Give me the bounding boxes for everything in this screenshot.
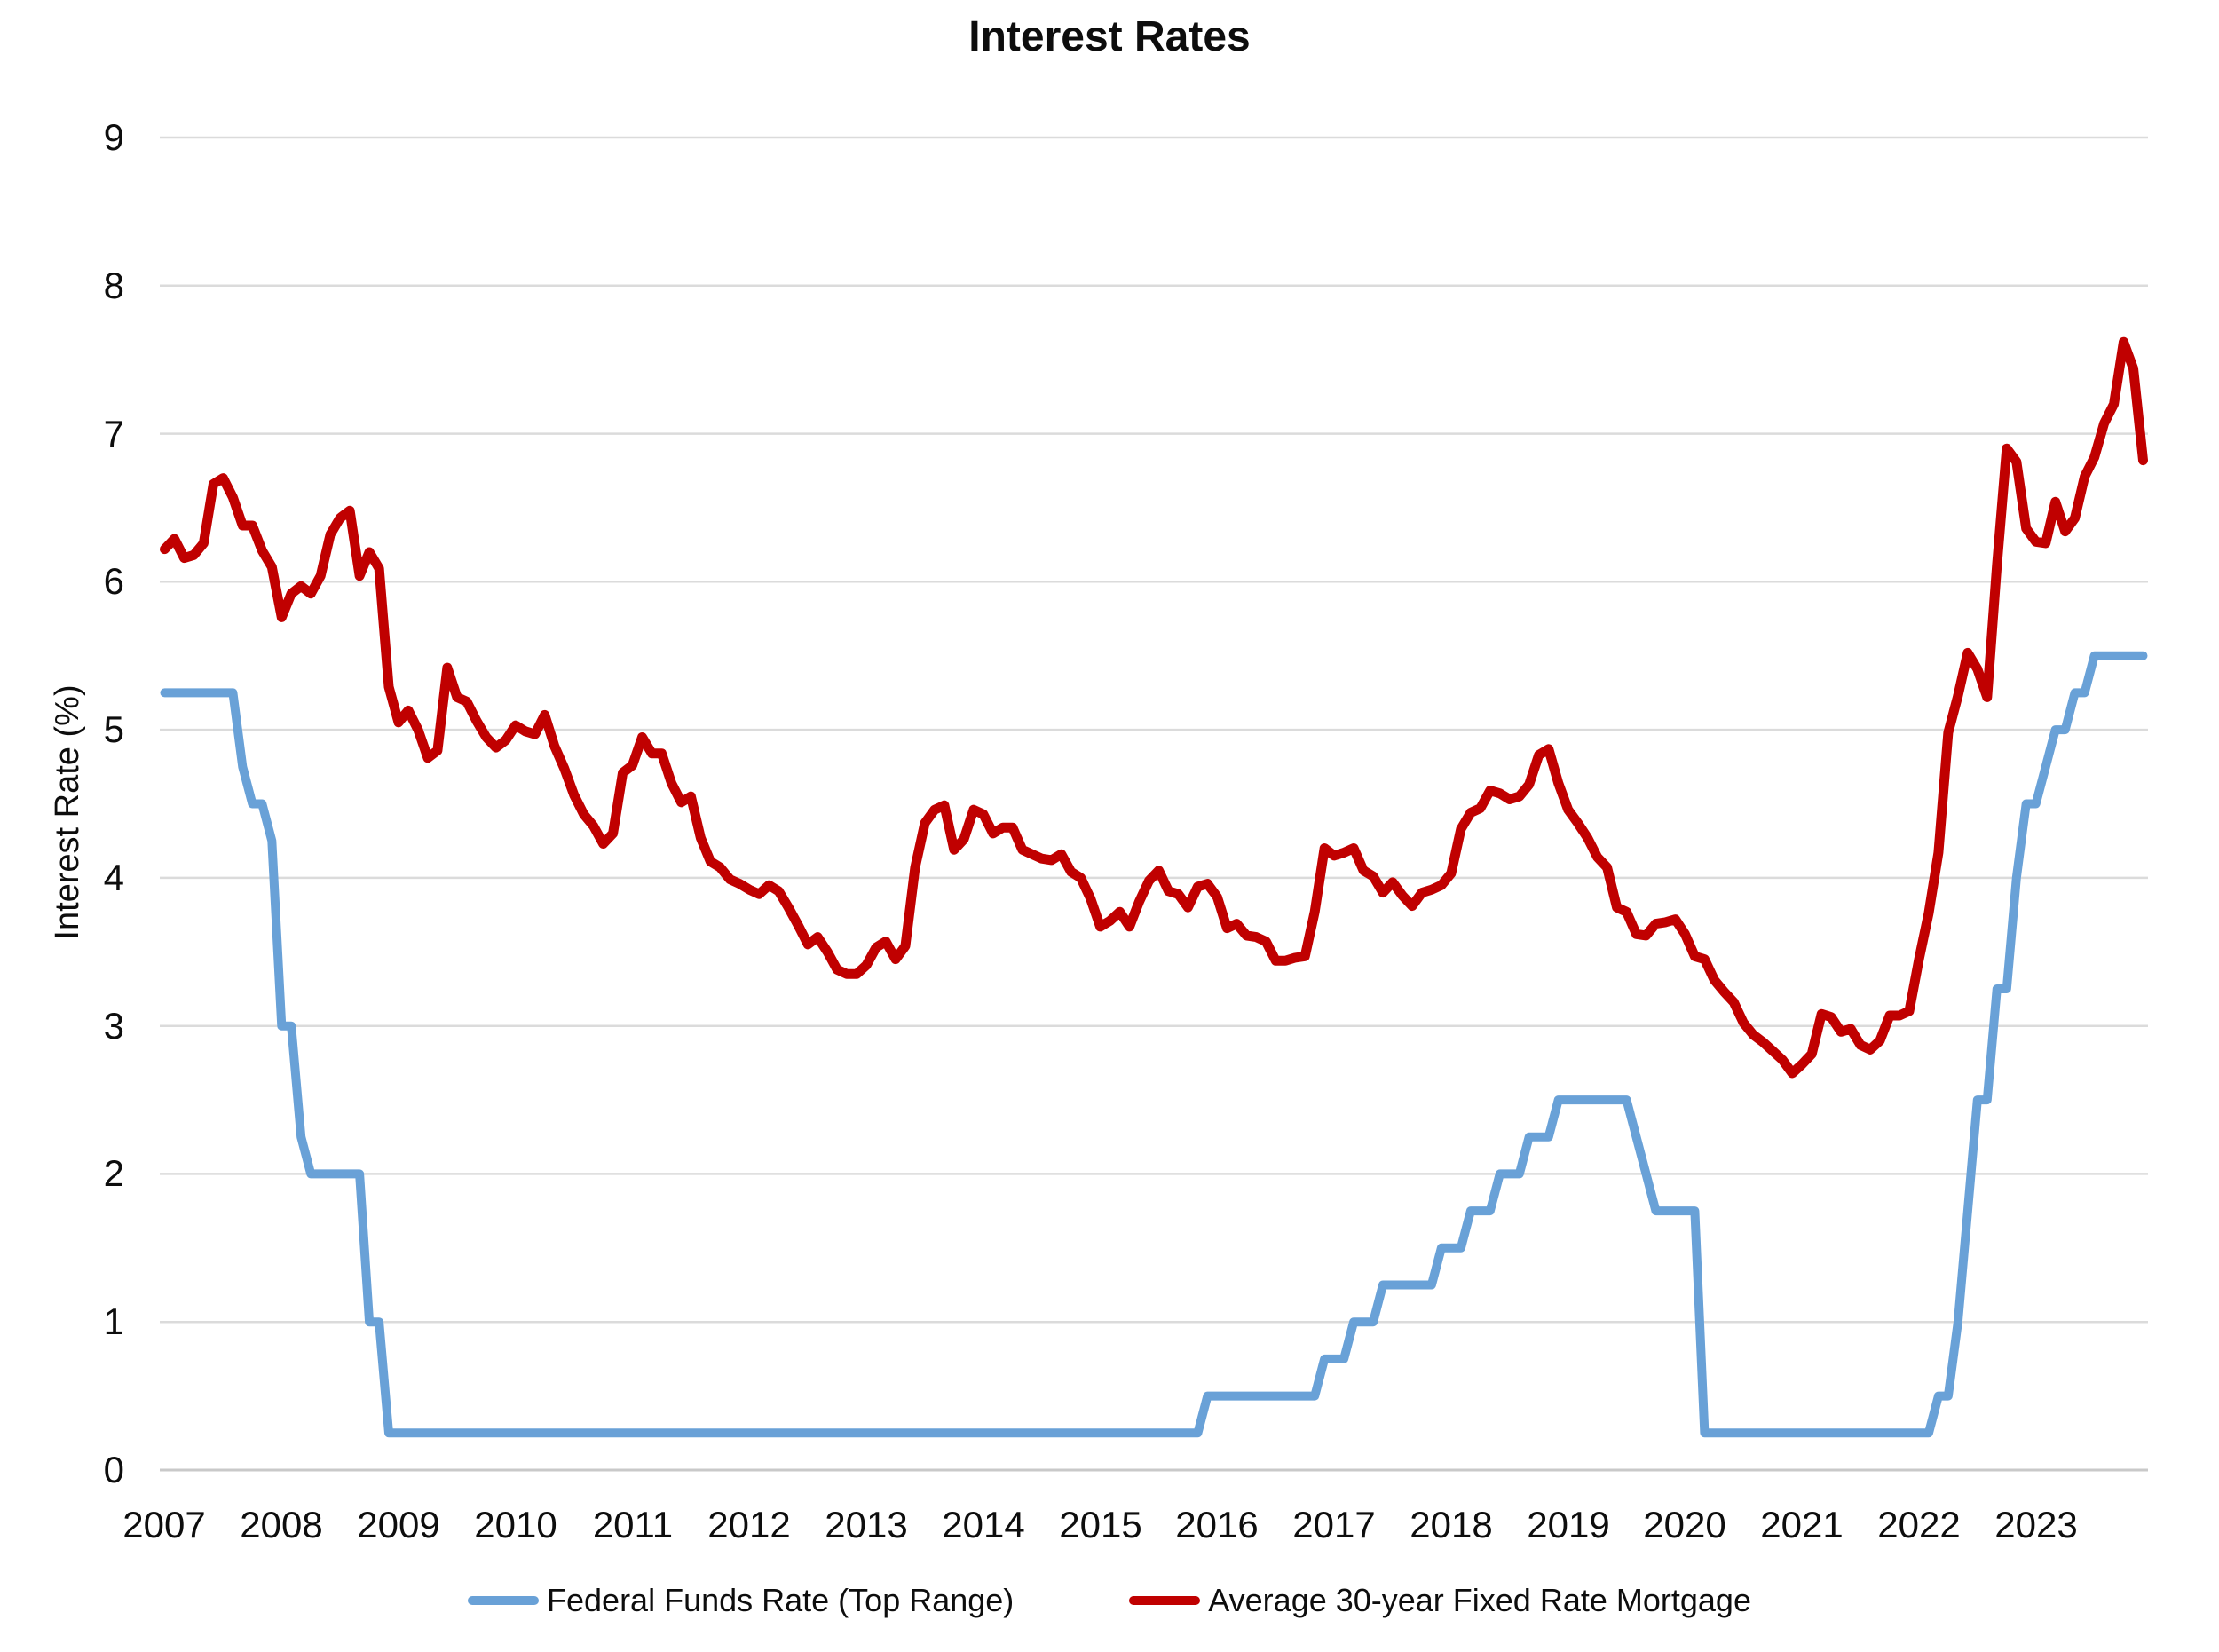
fed-funds-line (160, 651, 2148, 1438)
chart-title: Interest Rates (968, 13, 1251, 60)
x-tick-label-2013: 2013 (825, 1504, 908, 1545)
x-tick-label-2021: 2021 (1760, 1504, 1844, 1545)
legend-item-mortgage: Average 30-year Fixed Rate Mortgage (1129, 1582, 1751, 1619)
x-tick-label-2016: 2016 (1175, 1504, 1259, 1545)
y-tick-label-0: 0 (103, 1449, 124, 1490)
x-tick-label-2023: 2023 (1994, 1504, 2078, 1545)
x-tick-label-2017: 2017 (1292, 1504, 1376, 1545)
x-tick-label-2007: 2007 (122, 1504, 206, 1545)
legend-item-fed-funds: Federal Funds Rate (Top Range) (468, 1582, 1014, 1619)
x-tick-label-2020: 2020 (1643, 1504, 1726, 1545)
x-tick-label-2022: 2022 (1877, 1504, 1961, 1545)
x-tick-label-2015: 2015 (1059, 1504, 1142, 1545)
y-tick-label-8: 8 (103, 265, 124, 306)
legend-label-mortgage: Average 30-year Fixed Rate Mortgage (1208, 1582, 1751, 1618)
y-tick-label-6: 6 (103, 560, 124, 602)
y-tick-label-2: 2 (103, 1152, 124, 1194)
legend-label-fed-funds: Federal Funds Rate (Top Range) (547, 1582, 1015, 1618)
x-tick-label-2009: 2009 (357, 1504, 440, 1545)
x-tick-label-2018: 2018 (1410, 1504, 1493, 1545)
fed-funds-line-swatch (468, 1596, 540, 1605)
y-tick-label-1: 1 (103, 1300, 124, 1342)
y-tick-label-9: 9 (103, 116, 124, 158)
x-tick-label-2019: 2019 (1527, 1504, 1610, 1545)
y-tick-label-4: 4 (103, 857, 124, 898)
y-tick-label-5: 5 (103, 708, 124, 750)
y-tick-label-3: 3 (103, 1005, 124, 1047)
x-tick-label-2010: 2010 (474, 1504, 557, 1545)
x-tick-label-2014: 2014 (942, 1504, 1025, 1545)
legend: Federal Funds Rate (Top Range) Average 3… (0, 1582, 2219, 1619)
x-tick-label-2012: 2012 (707, 1504, 791, 1545)
mortgage-line (160, 336, 2148, 1079)
x-tick-label-2011: 2011 (592, 1504, 674, 1545)
mortgage-line-swatch (1129, 1596, 1201, 1605)
x-tick-label-2008: 2008 (240, 1504, 323, 1545)
y-tick-label-7: 7 (103, 413, 124, 454)
